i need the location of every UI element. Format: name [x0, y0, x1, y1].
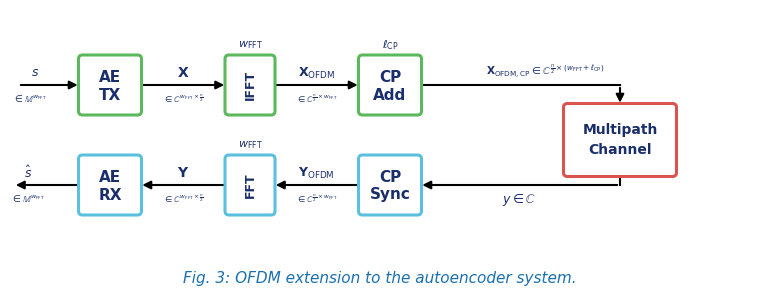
- Text: $\in \mathbb{M}^{w_\mathrm{FFT}}$: $\in \mathbb{M}^{w_\mathrm{FFT}}$: [13, 94, 47, 104]
- Text: AE: AE: [99, 70, 121, 85]
- Text: $\mathbf{X}_\mathrm{OFDM,CP} \in \mathbb{C}^{\frac{n}{2}\times(w_\mathrm{FFT}+\e: $\mathbf{X}_\mathrm{OFDM,CP} \in \mathbb…: [486, 62, 603, 80]
- Text: $y \in \mathbb{C}$: $y \in \mathbb{C}$: [502, 191, 536, 207]
- Text: $\mathbf{Y}$: $\mathbf{Y}$: [177, 166, 190, 180]
- Text: AE: AE: [99, 169, 121, 185]
- Text: Add: Add: [373, 88, 407, 103]
- Text: $\in \mathbb{M}^{w_\mathrm{FFT}}$: $\in \mathbb{M}^{w_\mathrm{FFT}}$: [11, 194, 45, 204]
- Text: $\in \mathbb{C}^{w_\mathrm{FFT}\times \frac{n}{2}}$: $\in \mathbb{C}^{w_\mathrm{FFT}\times \f…: [162, 93, 203, 105]
- Text: $\mathbf{Y}_\mathrm{OFDM}$: $\mathbf{Y}_\mathrm{OFDM}$: [298, 166, 335, 181]
- FancyBboxPatch shape: [78, 55, 141, 115]
- Text: $\in \mathbb{C}^{w_\mathrm{FFT}\times \frac{n}{2}}$: $\in \mathbb{C}^{w_\mathrm{FFT}\times \f…: [162, 193, 203, 205]
- Text: RX: RX: [98, 188, 121, 203]
- FancyBboxPatch shape: [225, 55, 275, 115]
- Text: $\in \mathbb{C}^{\frac{n}{2}\times w_\mathrm{FFT}}$: $\in \mathbb{C}^{\frac{n}{2}\times w_\ma…: [296, 193, 338, 205]
- Text: CP: CP: [379, 169, 401, 185]
- FancyBboxPatch shape: [358, 155, 421, 215]
- Text: Sync: Sync: [370, 188, 411, 203]
- Text: $\hat{s}$: $\hat{s}$: [24, 165, 32, 181]
- Text: $s$: $s$: [31, 67, 39, 79]
- FancyBboxPatch shape: [563, 104, 676, 176]
- Text: $\mathbf{X}$: $\mathbf{X}$: [177, 66, 190, 80]
- Text: $w_\mathrm{FFT}$: $w_\mathrm{FFT}$: [238, 39, 263, 51]
- Text: $w_\mathrm{FFT}$: $w_\mathrm{FFT}$: [238, 139, 263, 151]
- FancyBboxPatch shape: [78, 155, 141, 215]
- Text: IFFT: IFFT: [244, 70, 257, 100]
- Text: $\mathbf{X}_\mathrm{OFDM}$: $\mathbf{X}_\mathrm{OFDM}$: [298, 65, 335, 81]
- FancyBboxPatch shape: [225, 155, 275, 215]
- Text: CP: CP: [379, 70, 401, 85]
- Text: FFT: FFT: [244, 172, 257, 198]
- Text: TX: TX: [99, 88, 121, 103]
- FancyBboxPatch shape: [358, 55, 421, 115]
- Text: Multipath: Multipath: [582, 123, 658, 137]
- Text: Fig. 3: OFDM extension to the autoencoder system.: Fig. 3: OFDM extension to the autoencode…: [183, 271, 576, 286]
- Text: $\ell_\mathrm{CP}$: $\ell_\mathrm{CP}$: [382, 38, 398, 52]
- Text: Channel: Channel: [588, 143, 652, 157]
- Text: $\in \mathbb{C}^{\frac{n}{2}\times w_\mathrm{FFT}}$: $\in \mathbb{C}^{\frac{n}{2}\times w_\ma…: [296, 93, 338, 105]
